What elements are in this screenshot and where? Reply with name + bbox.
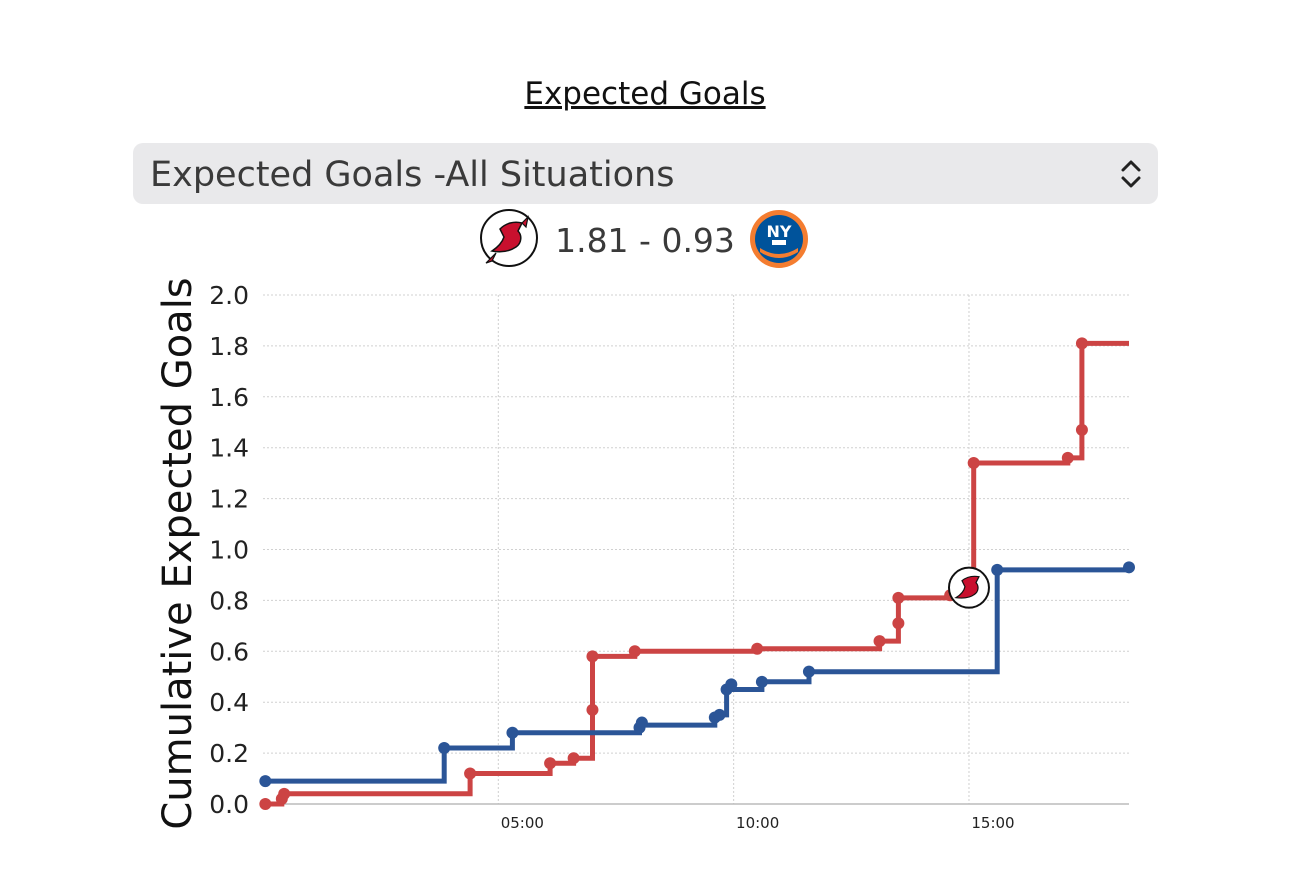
y-tick-label: 0.6 bbox=[209, 637, 249, 666]
islanders-shot-point bbox=[635, 716, 648, 729]
islanders-logo-icon: NY bbox=[750, 210, 808, 268]
devils-shot-point bbox=[544, 757, 557, 770]
chevron-updown-icon bbox=[1121, 160, 1141, 188]
devils-shot-point bbox=[1075, 337, 1088, 350]
islanders-shot-point bbox=[1123, 561, 1135, 574]
devils-shot-point bbox=[873, 635, 886, 648]
islanders-shot-point bbox=[725, 678, 738, 691]
devils-shot-point bbox=[278, 787, 291, 800]
devils-shot-point bbox=[967, 456, 980, 469]
islanders-shot-point bbox=[755, 675, 768, 688]
islanders-shot-point bbox=[713, 708, 726, 721]
goal-marker-devils-logo-icon bbox=[947, 566, 990, 609]
devils-shot-point bbox=[892, 591, 905, 604]
x-tick-label: 10:00 bbox=[736, 814, 779, 832]
islanders-series-line bbox=[263, 567, 1129, 784]
x-tick-label: 05:00 bbox=[501, 814, 544, 832]
islanders-shot-point bbox=[259, 775, 272, 788]
devils-shot-point bbox=[567, 752, 580, 765]
y-tick-label: 1.0 bbox=[209, 536, 249, 565]
score-text: 1.81 - 0.93 bbox=[555, 221, 735, 260]
devils-shot-point bbox=[464, 767, 477, 780]
devils-shot-point bbox=[1061, 451, 1074, 464]
situation-select-value: Expected Goals -All Situations bbox=[150, 155, 675, 195]
situation-select[interactable]: Expected Goals -All Situations bbox=[133, 143, 1158, 204]
islanders-shot-point bbox=[438, 742, 451, 755]
score-line: 1.81 - 0.93 NY bbox=[0, 205, 1290, 269]
y-axis-label: Cumulative Expected Goals bbox=[155, 277, 201, 829]
devils-shot-point bbox=[892, 617, 905, 630]
devils-shot-point bbox=[1075, 423, 1088, 436]
y-tick-label: 0.8 bbox=[209, 586, 249, 615]
devils-shot-point bbox=[259, 798, 272, 810]
islanders-shot-point bbox=[802, 665, 815, 678]
devils-shot-point bbox=[586, 650, 599, 663]
y-tick-label: 1.4 bbox=[209, 434, 249, 463]
devils-shot-point bbox=[751, 642, 764, 655]
y-tick-label: 1.6 bbox=[209, 383, 249, 412]
devils-shot-point bbox=[628, 645, 641, 658]
y-tick-label: 0.0 bbox=[209, 790, 249, 819]
page-title: Expected Goals bbox=[524, 76, 766, 112]
y-tick-label: 1.2 bbox=[209, 485, 249, 514]
y-tick-label: 0.2 bbox=[209, 739, 249, 768]
y-tick-label: 0.4 bbox=[209, 688, 249, 717]
devils-logo-icon bbox=[480, 209, 538, 267]
svg-text:NY: NY bbox=[767, 222, 792, 241]
islanders-shot-point bbox=[991, 563, 1004, 576]
y-tick-label: 1.8 bbox=[209, 332, 249, 361]
islanders-shot-point bbox=[506, 726, 519, 739]
x-tick-label: 15:00 bbox=[971, 814, 1014, 832]
y-tick-label: 2.0 bbox=[209, 281, 249, 310]
devils-shot-point bbox=[586, 703, 599, 716]
